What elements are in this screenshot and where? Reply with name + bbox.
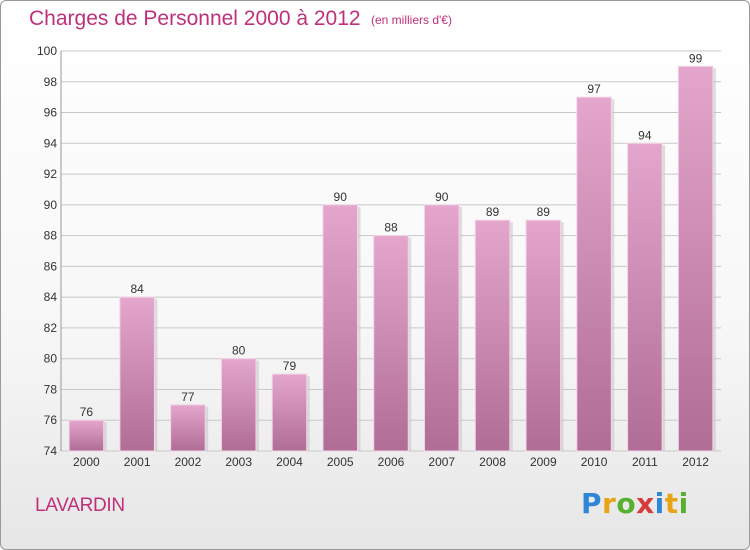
bar-2009 (525, 219, 562, 452)
proxiti-logo[interactable]: Proxiti (581, 487, 689, 520)
data-label-2005: 90 (334, 190, 348, 204)
data-label-2006: 88 (384, 221, 398, 235)
x-tick-label: 2004 (276, 455, 303, 469)
x-tick-label: 2007 (428, 455, 455, 469)
data-label-2011: 94 (638, 128, 652, 142)
logo-letter: t (664, 487, 679, 520)
bar-2008 (474, 219, 511, 452)
y-axis-ticks: 74 76 78 80 82 84 86 88 90 92 94 96 98 100 (37, 44, 57, 458)
data-labels: 76 84 77 80 79 90 88 90 89 89 97 94 99 (80, 51, 703, 419)
data-label-2008: 89 (486, 205, 500, 219)
y-tick-label: 82 (44, 321, 58, 335)
y-tick-label: 94 (44, 136, 58, 150)
data-label-2010: 97 (587, 82, 601, 96)
bar-2000 (68, 419, 105, 452)
data-label-2007: 90 (435, 190, 449, 204)
bars (68, 65, 716, 452)
data-label-2003: 80 (232, 344, 246, 358)
bar-2006 (373, 235, 409, 452)
logo-letter: o (616, 487, 637, 520)
y-tick-label: 90 (44, 198, 58, 212)
chart-unit: (en milliers d'€) (371, 13, 452, 27)
x-tick-label: 2011 (632, 455, 658, 469)
logo-letter: i (654, 487, 665, 520)
x-tick-label: 2003 (225, 455, 252, 469)
data-label-2009: 89 (537, 205, 551, 219)
chart-title: Charges de Personnel 2000 à 2012 (29, 7, 361, 30)
y-tick-label: 80 (44, 352, 58, 366)
y-tick-label: 76 (44, 413, 58, 427)
logo-letter: x (636, 487, 655, 520)
x-tick-label: 2008 (479, 455, 506, 469)
data-label-2012: 99 (689, 51, 703, 65)
bar-2002 (170, 404, 206, 452)
bar-2011 (627, 142, 663, 452)
bar-2004 (271, 373, 308, 452)
bar-2005 (322, 204, 358, 452)
logo-letter: i (678, 487, 689, 520)
x-tick-label: 2001 (124, 455, 151, 469)
bar-2007 (424, 204, 460, 452)
logo-letter: r (602, 487, 617, 520)
y-tick-label: 86 (44, 259, 58, 273)
data-label-2001: 84 (130, 282, 144, 296)
logo-letter: P (581, 487, 603, 520)
y-tick-label: 92 (44, 167, 58, 181)
x-tick-label: 2009 (530, 455, 557, 469)
bar-2012 (677, 65, 714, 452)
x-tick-label: 2000 (73, 455, 100, 469)
x-tick-label: 2012 (682, 455, 709, 469)
data-label-2004: 79 (283, 359, 297, 373)
y-tick-label: 78 (44, 382, 58, 396)
x-tick-label: 2010 (581, 455, 608, 469)
bar-2003 (220, 358, 257, 452)
y-tick-label: 98 (44, 75, 58, 89)
data-label-2002: 77 (181, 390, 195, 404)
x-tick-label: 2002 (175, 455, 202, 469)
y-tick-label: 88 (44, 229, 58, 243)
x-tick-label: 2005 (327, 455, 354, 469)
x-tick-label: 2006 (378, 455, 405, 469)
y-tick-label: 100 (37, 44, 57, 58)
bar-2010 (576, 96, 612, 452)
bar-2001 (119, 296, 155, 452)
x-axis-ticks: 2000 2001 2002 2003 2004 2005 2006 2007 2008 2009… (73, 455, 709, 469)
y-tick-label: 96 (44, 106, 58, 120)
y-tick-label: 84 (44, 290, 58, 304)
data-label-2000: 76 (80, 405, 94, 419)
city-name: LAVARDIN (35, 495, 125, 516)
y-tick-label: 74 (44, 444, 58, 458)
